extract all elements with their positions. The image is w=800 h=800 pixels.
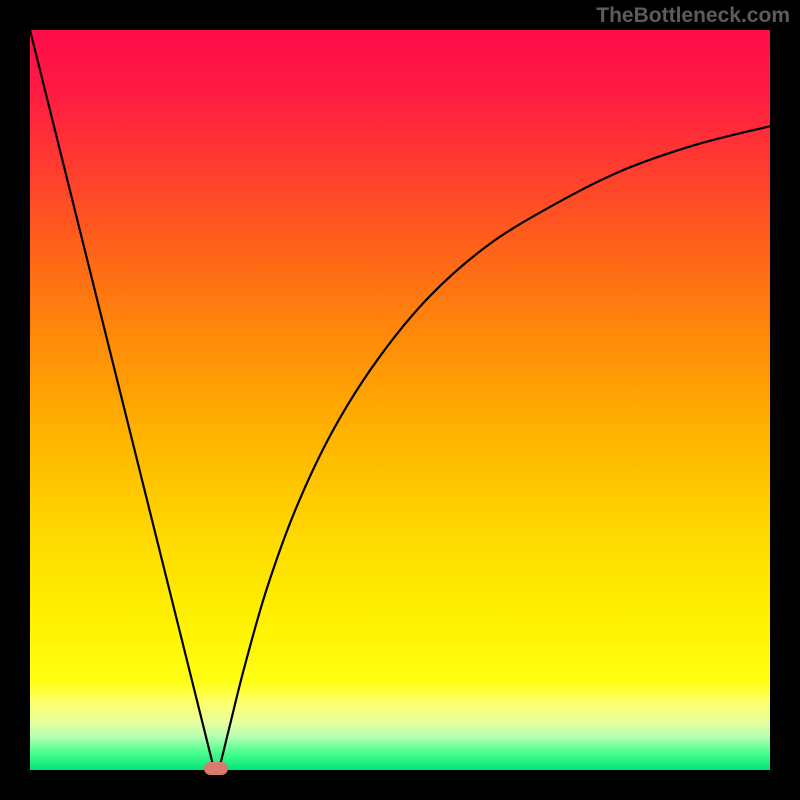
watermark-text: TheBottleneck.com (596, 4, 790, 28)
chart-container: TheBottleneck.com (0, 0, 800, 800)
plot-area (30, 30, 770, 770)
gradient-background (30, 30, 770, 770)
optimal-marker (204, 762, 228, 775)
